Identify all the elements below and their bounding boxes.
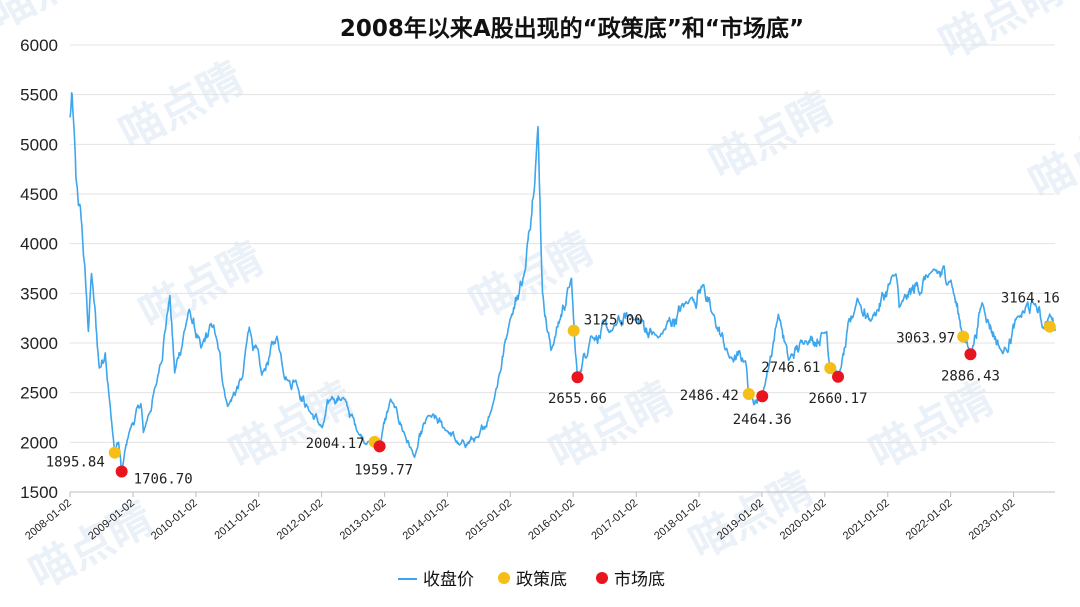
y-tick-label: 2500 [20, 384, 58, 403]
chart-title: 2008年以来A股出现的“政策底”和“市场底” [340, 15, 804, 42]
policy-bottom-marker [742, 388, 755, 401]
watermark-text: 喵点睛 [21, 493, 161, 600]
x-axis: 2008-01-02 2009-01-02 2010-01-02 2011-01-02… [23, 492, 1017, 542]
market-bottom-marker [373, 440, 386, 453]
y-tick-label: 3500 [20, 284, 58, 303]
watermark-text: 喵点睛 [0, 0, 122, 40]
policy-bottom-label: 1895.84 [46, 455, 105, 471]
watermark-text: 喵点睛 [461, 223, 601, 330]
policy-bottom-marker [824, 362, 837, 375]
x-tick-label: 2011-01-02 [212, 497, 262, 542]
watermark-text: 喵点睛 [931, 0, 1071, 70]
policy-bottom-label: 3063.97 [896, 331, 955, 347]
legend-label-market: 市场底 [614, 570, 665, 590]
bottom-markers: 1895.84 2004.17 3125.00 2486.42 2746.61 3063.… [46, 291, 1060, 488]
policy-bottom-marker [567, 324, 580, 337]
policy-bottom-marker [1043, 320, 1056, 333]
policy-bottom-label: 2004.17 [306, 436, 365, 452]
y-tick-label: 2000 [20, 433, 58, 452]
market-bottom-label: 2464.36 [733, 412, 792, 428]
x-tick-label: 2016-01-02 [526, 497, 577, 542]
legend: 收盘价 政策底 市场底 [398, 570, 665, 590]
y-tick-label: 6000 [20, 36, 58, 55]
x-tick-label: 2015-01-02 [463, 497, 514, 542]
market-bottom-label: 2655.66 [548, 391, 607, 407]
y-axis: 1500 2000 2500 3000 3500 4000 4500 5000 5500 6000 [20, 36, 58, 502]
market-bottom-label: 2660.17 [809, 391, 868, 407]
close-price-path [69, 92, 1056, 473]
market-bottom-marker [832, 370, 845, 383]
y-tick-label: 4500 [20, 185, 58, 204]
y-tick-label: 5500 [20, 86, 58, 105]
legend-label-close: 收盘价 [423, 570, 474, 590]
x-tick-label: 2021-01-02 [841, 497, 892, 542]
policy-bottom-label: 3164.16 [1001, 291, 1060, 307]
watermark-text: 喵点睛 [701, 83, 841, 190]
watermark-text: 喵点睛 [111, 53, 251, 160]
market-bottom-label: 2886.43 [941, 368, 1000, 384]
x-tick-label: 2010-01-02 [149, 497, 200, 542]
policy-bottom-label: 2486.42 [680, 388, 739, 404]
policy-bottom-marker [108, 446, 121, 459]
policy-bottom-label: 2746.61 [761, 360, 820, 376]
market-bottom-marker [964, 348, 977, 361]
market-bottom-label: 1706.70 [134, 471, 193, 487]
legend-market-swatch [596, 572, 608, 584]
watermark-text: 喵点睛 [541, 373, 681, 480]
legend-label-policy: 政策底 [516, 570, 567, 590]
close-price-line [69, 92, 1056, 473]
legend-policy-swatch [498, 572, 510, 584]
x-tick-label: 2013-01-02 [338, 497, 389, 542]
market-bottom-marker [571, 371, 584, 384]
x-tick-label: 2012-01-02 [275, 497, 326, 542]
policy-bottom-label: 3125.00 [584, 313, 643, 329]
x-tick-label: 2023-01-02 [967, 497, 1018, 542]
market-bottom-marker [756, 390, 769, 403]
y-tick-label: 5000 [20, 135, 58, 154]
y-tick-label: 4000 [20, 235, 58, 254]
x-tick-label: 2022-01-02 [904, 497, 955, 542]
x-tick-label: 2014-01-02 [401, 497, 452, 542]
policy-bottom-marker [957, 330, 970, 343]
y-tick-label: 1500 [20, 483, 58, 502]
y-tick-label: 3000 [20, 334, 58, 353]
x-tick-label: 2017-01-02 [589, 497, 640, 542]
market-bottom-marker [115, 465, 128, 478]
market-bottom-label: 1959.77 [354, 462, 413, 478]
watermark-text: 喵点睛 [861, 373, 1001, 480]
watermark-text: 喵点睛 [131, 233, 271, 340]
